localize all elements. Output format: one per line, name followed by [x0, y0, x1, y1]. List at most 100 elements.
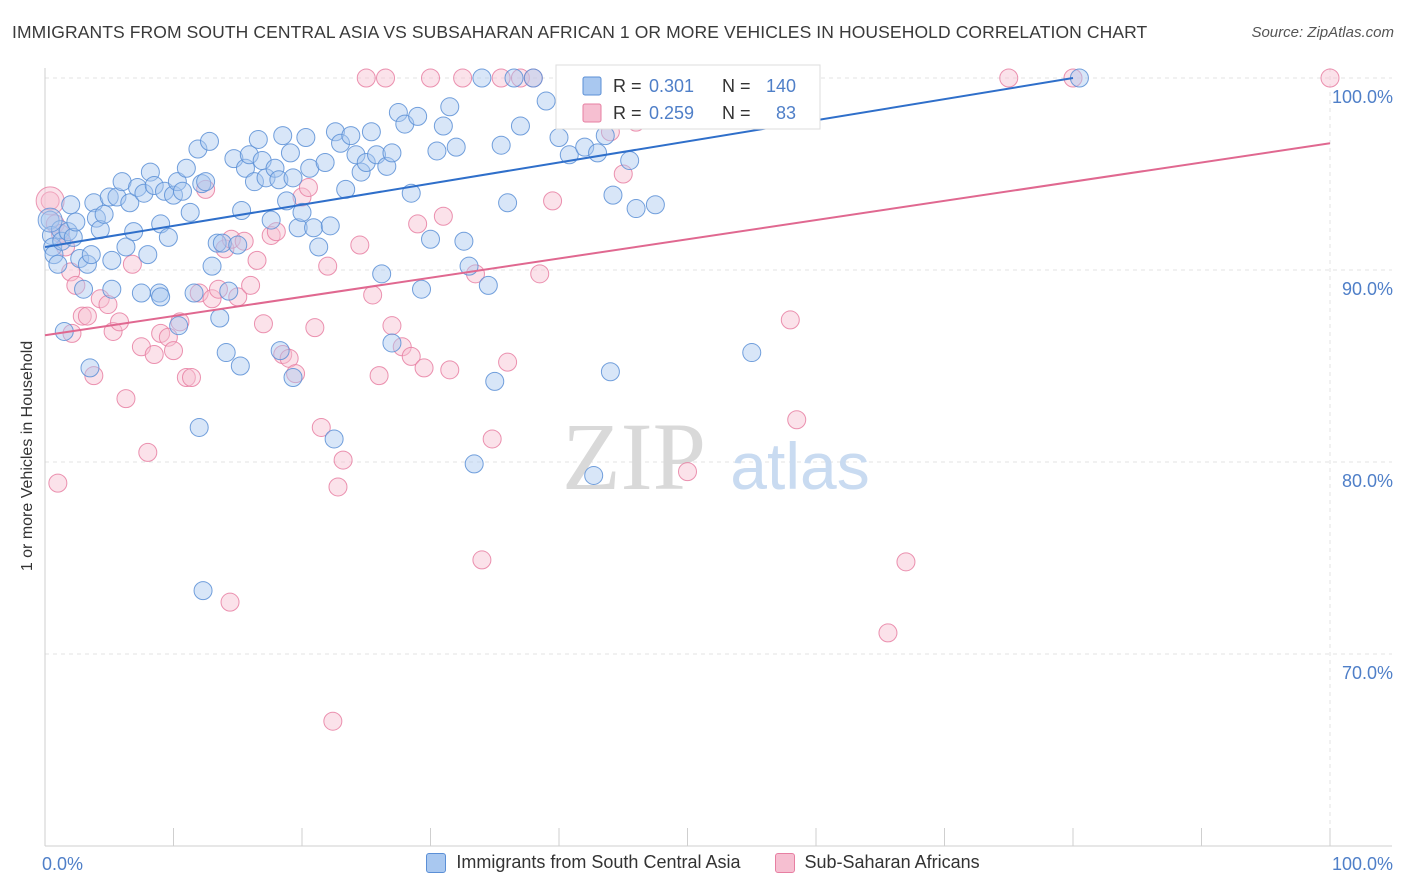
- sub-saharan-point-54: [401, 346, 421, 366]
- south-central-asia-point-87: [382, 143, 402, 163]
- legend-bottom: Immigrants from South Central Asia Sub-S…: [0, 852, 1406, 873]
- south-central-asia-point-102: [491, 135, 511, 155]
- south-central-asia-point-32: [144, 176, 164, 196]
- sub-saharan-point-58: [433, 206, 453, 226]
- south-central-asia-point-20: [99, 187, 119, 207]
- watermark-zip: ZIP: [562, 403, 706, 510]
- sub-saharan-point-56: [414, 358, 434, 378]
- legend-stats-swatch-0: [582, 76, 602, 96]
- sub-saharan-point-23: [181, 368, 201, 388]
- south-central-asia-point-30: [138, 245, 158, 265]
- south-central-asia-point-70: [296, 128, 316, 148]
- sub-saharan-point-42: [305, 318, 325, 338]
- south-central-asia-point-69: [292, 202, 312, 222]
- south-central-asia-point-57: [244, 172, 264, 192]
- sub-saharan-point-87: [323, 711, 343, 731]
- trend-line-south-central-asia: [44, 77, 1074, 248]
- south-central-asia-point-41: [180, 202, 200, 222]
- sub-saharan-point-43: [311, 417, 331, 437]
- sub-saharan-point-80: [896, 552, 916, 572]
- south-central-asia-point-38: [167, 172, 187, 192]
- south-central-asia-point-127: [283, 368, 303, 388]
- y-tick-label-2: 90.0%: [1342, 279, 1393, 299]
- sub-saharan-point-34: [253, 314, 273, 334]
- sub-saharan-point-57: [421, 68, 440, 88]
- legend-item-sub-saharan: Sub-Saharan Africans: [774, 852, 980, 873]
- y-tick-label-0: 70.0%: [1342, 663, 1393, 683]
- south-central-asia-point-117: [626, 199, 646, 219]
- chart-title: IMMIGRANTS FROM SOUTH CENTRAL ASIA VS SU…: [12, 22, 1148, 42]
- south-central-asia-point-116: [620, 151, 640, 171]
- x-tick-label-min: 0.0%: [42, 854, 83, 874]
- x-tick-label-max: 100.0%: [1332, 854, 1393, 874]
- south-central-asia-point-106: [523, 68, 543, 88]
- south-central-asia-point-123: [1069, 68, 1089, 88]
- series-south-central-asia-points: [37, 68, 1089, 601]
- south-central-asia-point-91: [408, 106, 428, 126]
- south-central-asia-point-46: [199, 131, 219, 151]
- south-central-asia-point-51: [219, 281, 239, 301]
- south-central-asia-point-94: [427, 141, 447, 161]
- sub-saharan-point-49: [363, 285, 383, 305]
- sub-saharan-point-47: [350, 235, 370, 255]
- south-central-asia-point-126: [270, 341, 290, 361]
- source-label: Source: ZipAtlas.com: [1251, 24, 1394, 41]
- sub-saharan-point-65: [498, 352, 518, 372]
- south-central-asia-point-74: [315, 152, 335, 172]
- south-central-asia-point-9: [61, 195, 81, 215]
- sub-saharan-point-22: [176, 368, 196, 388]
- sub-saharan-point-16: [138, 442, 158, 462]
- sub-saharan-point-33: [247, 250, 267, 270]
- south-central-asia-point-79: [341, 126, 361, 146]
- sub-saharan-point-79: [878, 623, 898, 643]
- south-central-asia-point-135: [189, 417, 209, 437]
- sub-saharan-point-41: [298, 177, 318, 197]
- legend-n-value-0: 140: [766, 76, 796, 96]
- series-sub-saharan-points: [35, 68, 1340, 731]
- sub-saharan-point-52: [382, 316, 402, 336]
- sub-saharan-point-10: [98, 295, 118, 315]
- legend-swatch-blue: [426, 852, 447, 873]
- south-central-asia-point-92: [412, 279, 432, 299]
- south-central-asia-point-39: [172, 181, 192, 201]
- legend-r-value-0: 0.301: [649, 76, 694, 96]
- south-central-asia-point-68: [288, 218, 308, 238]
- sub-saharan-point-59: [440, 360, 460, 380]
- trend-line-sub-saharan: [44, 142, 1331, 337]
- south-central-asia-point-large: [37, 207, 63, 233]
- south-central-asia-point-8: [58, 222, 78, 242]
- sub-saharan-point-86: [220, 592, 240, 612]
- south-central-asia-point-138: [169, 316, 189, 336]
- sub-saharan-point-44: [318, 256, 338, 276]
- sub-saharan-point-6: [72, 306, 92, 326]
- sub-saharan-point-51: [376, 68, 396, 88]
- south-central-asia-point-103: [498, 193, 518, 213]
- tick-labels: 70.0% 80.0% 90.0% 100.0% 0.0% 100.0%: [42, 87, 1393, 874]
- sub-saharan-point-81: [999, 68, 1019, 88]
- south-central-asia-point-22: [107, 187, 127, 207]
- south-central-asia-point-4: [48, 254, 68, 274]
- legend-label-south-central-asia: Immigrants from South Central Asia: [456, 852, 741, 872]
- sub-saharan-point-46: [333, 450, 353, 470]
- south-central-asia-point-128: [324, 429, 344, 449]
- south-central-asia-point-65: [277, 191, 297, 211]
- sub-saharan-point-63: [482, 429, 502, 449]
- south-central-asia-point-66: [280, 143, 300, 163]
- south-central-asia-point-88: [388, 103, 408, 123]
- south-central-asia-point-19: [94, 204, 114, 224]
- sub-saharan-point-48: [356, 68, 376, 88]
- south-central-asia-point-77: [331, 133, 351, 153]
- grid: [45, 68, 1392, 846]
- south-central-asia-point-104: [504, 68, 524, 88]
- legend-n-label-1: N =: [722, 103, 751, 123]
- sub-saharan-point-0: [40, 191, 60, 211]
- south-central-asia-point-96: [440, 97, 460, 117]
- south-central-asia-point-114: [603, 185, 623, 205]
- south-central-asia-point-14: [77, 254, 97, 274]
- south-central-asia-point-101: [478, 275, 498, 295]
- sub-saharan-point-14: [122, 254, 142, 274]
- south-central-asia-point-75: [320, 216, 340, 236]
- south-central-asia-point-47: [202, 256, 222, 276]
- south-central-asia-point-90: [401, 183, 421, 203]
